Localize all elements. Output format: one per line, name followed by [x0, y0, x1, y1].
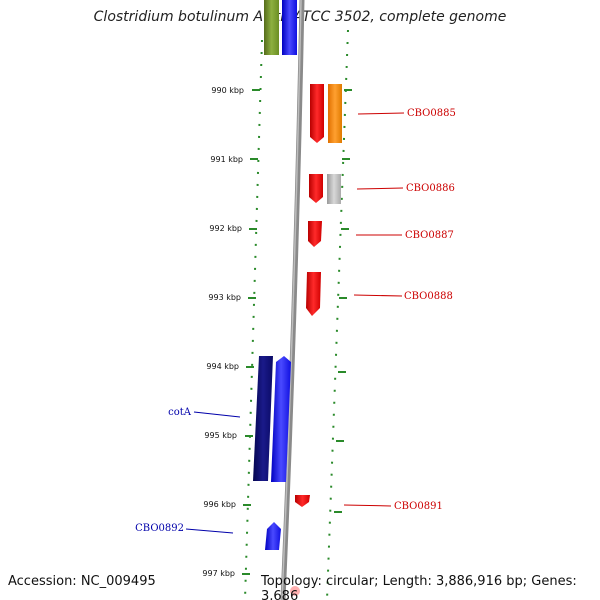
- gene-label-cbo0886[interactable]: CBO0886: [406, 183, 455, 194]
- scale-label: 994 kbp: [206, 362, 239, 371]
- gene-cbo0892[interactable]: [265, 522, 281, 550]
- gene-feature-olive[interactable]: [264, 0, 279, 55]
- gene-orange[interactable]: [328, 84, 342, 143]
- gene-cbo0885[interactable]: [310, 84, 324, 143]
- gene-label-cbo0888[interactable]: CBO0888: [404, 291, 453, 302]
- scale-ticks-left: [242, 89, 260, 575]
- gene-blue-long[interactable]: [271, 356, 291, 482]
- dotted-track-left: [244, 39, 263, 600]
- gene-label-cbo0885[interactable]: CBO0885: [407, 108, 456, 119]
- label-leader-lines: [185, 112, 405, 534]
- gene-gray[interactable]: [327, 174, 341, 204]
- gene-cbo0888[interactable]: [306, 272, 321, 316]
- scale-label: 991 kbp: [210, 155, 243, 164]
- accession-text: Accession: NC_009495: [8, 574, 156, 589]
- genome-backbone-highlight: [281, 0, 302, 600]
- scale-labels: 990 kbp 991 kbp 992 kbp 993 kbp 994 kbp …: [202, 86, 244, 578]
- scale-label: 990 kbp: [211, 86, 244, 95]
- gene-label-cota[interactable]: cotA: [168, 407, 192, 418]
- scale-label: 993 kbp: [208, 293, 241, 302]
- scale-label: 992 kbp: [209, 224, 242, 233]
- gene-label-cbo0891[interactable]: CBO0891: [394, 501, 443, 512]
- gene-label-cbo0892[interactable]: CBO0892: [135, 523, 184, 534]
- scale-label: 995 kbp: [204, 431, 237, 440]
- gene-cbo0891[interactable]: [295, 495, 310, 507]
- gene-labels: CBO0885 CBO0886 CBO0887 CBO0888 cotA CBO…: [135, 108, 456, 534]
- genome-backbone: [280, 0, 305, 600]
- gene-label-cbo0887[interactable]: CBO0887: [405, 230, 454, 241]
- gene-cbo0886[interactable]: [309, 174, 323, 203]
- gene-feature-pink: [290, 586, 300, 596]
- scale-label: 997 kbp: [202, 569, 235, 578]
- scale-label: 996 kbp: [203, 500, 236, 509]
- scale-ticks-right: [334, 89, 352, 513]
- gene-cbo0887[interactable]: [308, 221, 322, 247]
- topology-text: Topology: circular; Length: 3,886,916 bp…: [261, 574, 577, 600]
- gene-feature-blue-top[interactable]: [282, 0, 297, 55]
- gene-cota[interactable]: [253, 356, 273, 481]
